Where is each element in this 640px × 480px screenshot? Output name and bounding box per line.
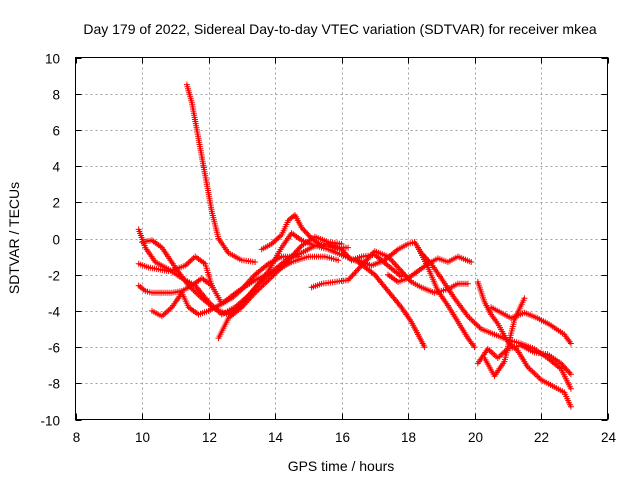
- y-tick-label: -6: [48, 341, 60, 356]
- y-tick-label: 6: [52, 124, 60, 139]
- x-tick-label: 20: [468, 430, 483, 445]
- data-point-marker: [521, 295, 528, 302]
- plot-frame: [75, 57, 608, 420]
- axis-ticks: [75, 57, 609, 421]
- series-arc-7: [215, 233, 345, 342]
- data-point-marker: [345, 244, 352, 251]
- x-tick-label: 14: [268, 430, 284, 445]
- x-tick-label: 10: [135, 430, 150, 445]
- y-tick-label: -4: [48, 305, 60, 320]
- data-point-marker: [468, 259, 475, 265]
- y-tick-label: 2: [52, 196, 60, 211]
- data-point-marker: [421, 344, 428, 351]
- series-arc-15: [481, 295, 528, 380]
- series-arc-12: [415, 244, 478, 351]
- series-arc-2: [135, 226, 428, 351]
- y-tick-label: 8: [52, 88, 60, 103]
- y-tick-label: 10: [45, 52, 60, 67]
- data-point-marker: [567, 371, 574, 378]
- series-arc-13: [474, 278, 574, 410]
- series-arc-11: [385, 253, 475, 285]
- chart-title: Day 179 of 2022, Sidereal Day-to-day VTE…: [83, 21, 596, 37]
- y-tick-labels: -10 -8 -6 -4 -2 0 2 4 6 8 10: [40, 52, 60, 429]
- x-tick-label: 24: [601, 430, 617, 445]
- data-point-marker: [464, 280, 471, 287]
- y-axis-label: SDTVAR / TECUs: [6, 182, 22, 294]
- y-tick-label: -8: [48, 377, 60, 392]
- series-line: [185, 84, 256, 263]
- series-arc-16: [488, 304, 574, 347]
- x-tick-label: 16: [335, 430, 350, 445]
- series-arc-6: [149, 253, 342, 320]
- x-tick-labels: 8 10 12 14 16 18 20 22 24: [73, 430, 617, 445]
- data-point-marker: [208, 282, 215, 289]
- data-point-marker: [335, 257, 342, 264]
- x-tick-label: 12: [202, 430, 217, 445]
- data-point-marker: [567, 403, 574, 410]
- y-tick-label: -2: [48, 269, 60, 284]
- x-tick-label: 8: [73, 430, 81, 445]
- data-point-marker: [471, 344, 478, 351]
- series-arc-9: [308, 248, 471, 296]
- data-series: [135, 81, 574, 410]
- data-point-marker: [252, 259, 259, 265]
- x-tick-label: 22: [534, 430, 549, 445]
- x-axis-label: GPS time / hours: [288, 458, 395, 474]
- grid-lines: [75, 57, 608, 420]
- y-tick-label: -10: [40, 414, 60, 429]
- data-point-marker: [567, 385, 574, 392]
- y-tick-label: 4: [52, 160, 60, 175]
- x-tick-label: 18: [401, 430, 416, 445]
- series-arc-8: [258, 212, 352, 253]
- data-point-marker: [567, 340, 574, 347]
- y-tick-label: 0: [52, 233, 60, 248]
- series-arc-1: [183, 81, 259, 265]
